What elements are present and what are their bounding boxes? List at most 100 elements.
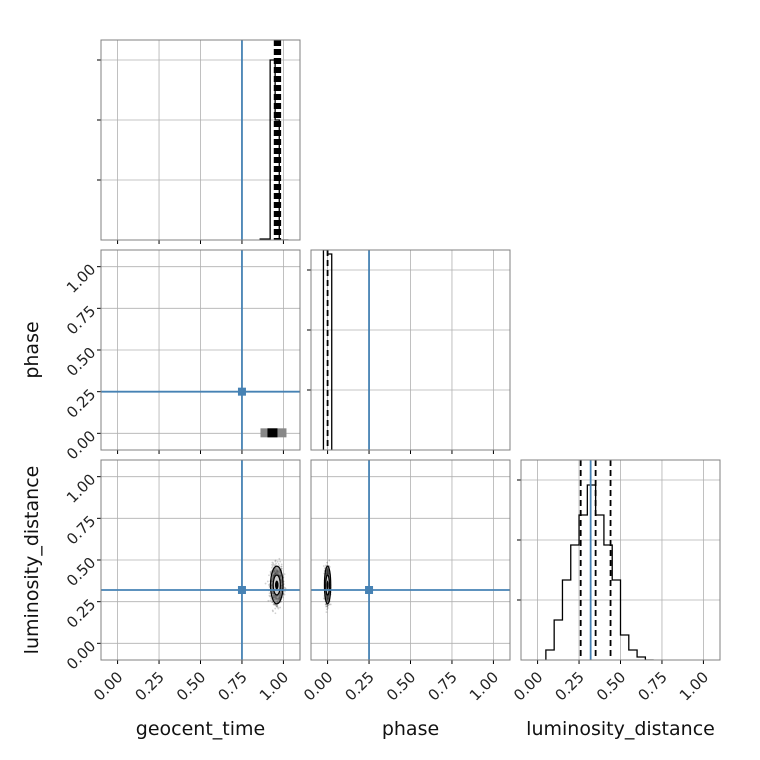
sample-point bbox=[329, 603, 332, 606]
x-axis-label-geocent_time: geocent_time bbox=[136, 718, 265, 740]
x-axis-label-phase: phase bbox=[382, 718, 439, 740]
sample-point bbox=[264, 582, 267, 585]
x-tick-label: 0.75 bbox=[634, 668, 670, 704]
density-peak bbox=[326, 580, 329, 590]
y-tick-label: 0.25 bbox=[63, 595, 99, 631]
sample-point bbox=[276, 560, 279, 563]
x-tick-label: 0.00 bbox=[510, 668, 546, 704]
y-tick-label: 0.00 bbox=[63, 427, 99, 463]
sample-point bbox=[324, 603, 327, 606]
density-peak bbox=[274, 580, 279, 590]
sample-point bbox=[284, 586, 286, 589]
panel-frame bbox=[100, 39, 301, 241]
sample-point bbox=[280, 565, 283, 568]
sample-point bbox=[322, 565, 325, 567]
x-tick-label: 0.75 bbox=[424, 668, 460, 704]
sample-point bbox=[275, 605, 278, 608]
injection-marker bbox=[237, 586, 246, 594]
x-tick-label: 0.25 bbox=[552, 668, 588, 704]
sample-point bbox=[269, 599, 272, 602]
sample-point bbox=[268, 574, 270, 577]
panel-phase-phase bbox=[307, 249, 511, 454]
sample-point bbox=[279, 606, 281, 609]
sample-point bbox=[325, 564, 327, 567]
x-tick-label: 0.25 bbox=[342, 668, 378, 704]
posterior-samples bbox=[260, 428, 287, 438]
sample-point bbox=[268, 583, 271, 586]
sample-point bbox=[326, 604, 329, 607]
sample-point bbox=[279, 560, 282, 563]
injection-marker bbox=[237, 387, 246, 396]
sample-point bbox=[273, 564, 276, 567]
sample-point bbox=[271, 563, 273, 566]
x-tick-label: 0.00 bbox=[300, 668, 336, 704]
sample-point bbox=[271, 601, 274, 604]
injection-marker bbox=[365, 586, 374, 594]
sample-point bbox=[277, 563, 280, 565]
y-tick-label: 0.75 bbox=[63, 302, 99, 338]
sample-point bbox=[276, 604, 278, 607]
panel-frame bbox=[520, 459, 721, 661]
posterior-samples bbox=[322, 559, 332, 613]
sample-point bbox=[322, 597, 325, 600]
sample-point bbox=[280, 565, 282, 568]
sample-point bbox=[270, 566, 273, 569]
y-tick-label: 1.00 bbox=[63, 470, 99, 506]
x-tick-label: 1.00 bbox=[676, 668, 712, 704]
sample-point bbox=[325, 608, 328, 611]
x-tick-label: 0.50 bbox=[593, 668, 629, 704]
sample-point bbox=[276, 606, 279, 609]
sample-point bbox=[325, 611, 328, 613]
sample-point bbox=[278, 557, 281, 560]
sample-point bbox=[274, 607, 277, 610]
sample-point bbox=[327, 607, 329, 609]
sample-point bbox=[283, 593, 286, 596]
y-tick-label: 0.00 bbox=[63, 637, 99, 673]
density-peak bbox=[267, 428, 278, 438]
sample-point bbox=[272, 563, 275, 566]
sample-point bbox=[328, 603, 331, 606]
x-tick-label: 0.50 bbox=[173, 668, 209, 704]
sample-point bbox=[282, 592, 285, 595]
sample-point bbox=[271, 609, 274, 612]
panel-luminosity_distance-luminosity_distance bbox=[517, 459, 721, 664]
histogram-luminosity_distance bbox=[545, 484, 654, 660]
sample-point bbox=[272, 562, 275, 565]
sample-point bbox=[267, 599, 270, 602]
y-tick-label: 0.50 bbox=[63, 344, 99, 380]
sample-point bbox=[276, 605, 279, 608]
y-tick-label: 1.00 bbox=[63, 260, 99, 296]
sample-point bbox=[269, 595, 272, 598]
sample-point bbox=[274, 559, 277, 562]
y-tick-label: 0.50 bbox=[63, 554, 99, 590]
sample-point bbox=[268, 584, 271, 587]
x-tick-label: 0.75 bbox=[214, 668, 250, 704]
y-tick-label: 0.25 bbox=[63, 385, 99, 421]
panel-frame bbox=[310, 249, 511, 451]
sample-point bbox=[280, 567, 283, 570]
sample-point bbox=[326, 605, 328, 608]
sample-point bbox=[280, 563, 283, 566]
contour-outer bbox=[269, 565, 284, 605]
sample-point bbox=[278, 564, 281, 567]
sample-point bbox=[328, 559, 331, 562]
sample-point bbox=[273, 603, 275, 605]
sample-point bbox=[280, 567, 283, 570]
sample-point bbox=[326, 605, 329, 607]
sample-point bbox=[271, 565, 274, 568]
sample-point bbox=[280, 600, 283, 603]
sample-point bbox=[327, 604, 330, 606]
sample-point bbox=[274, 564, 277, 567]
sample-point bbox=[269, 570, 272, 573]
sample-point bbox=[281, 596, 284, 599]
sample-point bbox=[283, 573, 286, 576]
y-tick-label: 0.75 bbox=[63, 512, 99, 548]
sample-point bbox=[277, 607, 280, 610]
panel-frame bbox=[310, 459, 511, 661]
sample-point bbox=[275, 562, 277, 565]
sample-point bbox=[266, 580, 269, 583]
x-tick-label: 0.00 bbox=[90, 668, 126, 704]
panel-geocent_time-phase bbox=[97, 249, 301, 454]
contour-outer bbox=[323, 565, 332, 605]
